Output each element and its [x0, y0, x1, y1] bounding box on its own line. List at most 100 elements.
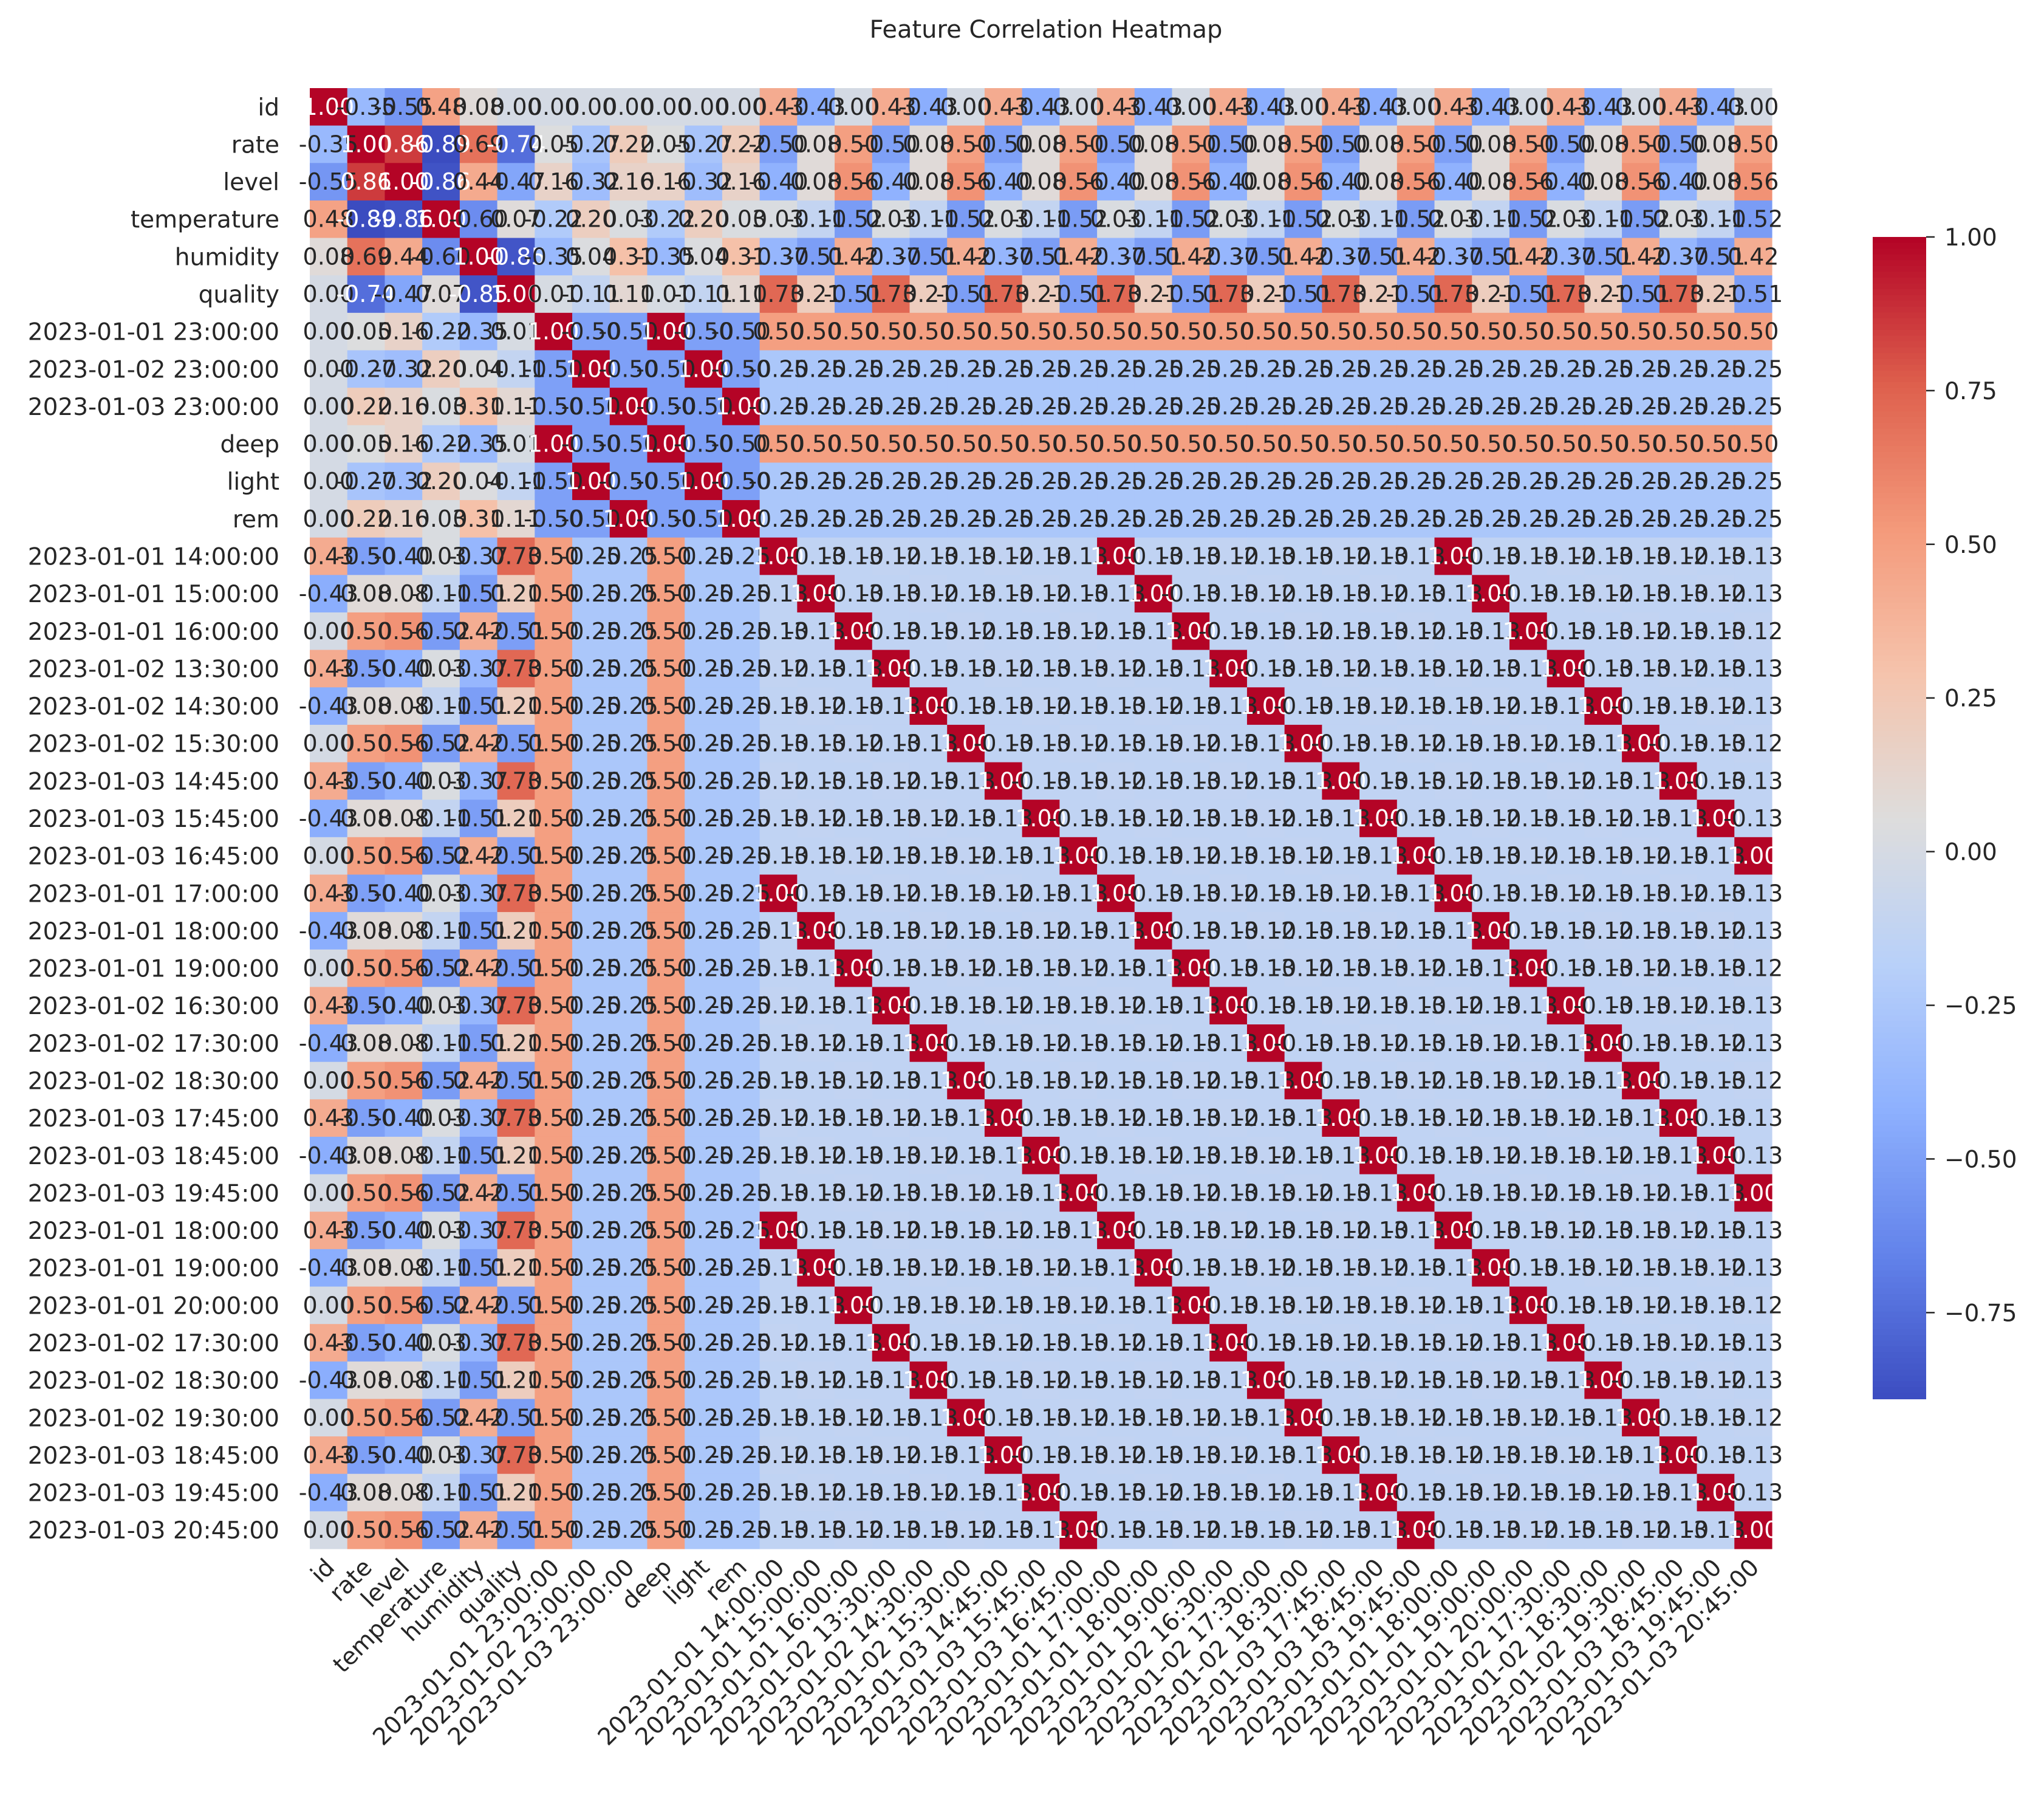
cell-value-label: -0.13	[1723, 1479, 1783, 1506]
y-tick-label: light	[227, 468, 279, 496]
colorbar-segment	[1873, 649, 1926, 656]
colorbar-segment	[1873, 289, 1926, 296]
heatmap-cell	[1059, 88, 1098, 126]
colorbar-segment	[1873, 1148, 1926, 1156]
colorbar-segment	[1873, 753, 1926, 761]
heatmap-cell	[1059, 350, 1098, 388]
heatmap-cell	[347, 388, 386, 426]
colorbar-segment	[1873, 451, 1926, 459]
colorbar-segment	[1873, 975, 1926, 981]
heatmap-cell	[1022, 350, 1060, 388]
heatmap-cell	[1396, 350, 1435, 388]
heatmap-cell	[797, 238, 835, 276]
colorbar-segment	[1873, 690, 1926, 697]
heatmap-cell	[647, 238, 685, 276]
colorbar-segment	[1873, 1340, 1926, 1347]
colorbar-segment	[1873, 939, 1926, 947]
heatmap-cell	[759, 350, 798, 388]
heatmap-cell	[1509, 462, 1548, 501]
heatmap-cell	[1172, 238, 1210, 276]
heatmap-cell	[1172, 200, 1210, 239]
heatmap-cell	[609, 163, 648, 201]
heatmap-cell	[1622, 425, 1660, 464]
heatmap-cell	[872, 388, 911, 426]
heatmap-cell	[535, 312, 573, 351]
colorbar-segment	[1873, 405, 1926, 412]
heatmap-cell	[797, 88, 835, 126]
heatmap-cell	[759, 500, 798, 538]
heatmap-cell	[1209, 350, 1248, 388]
colorbar-segment	[1873, 237, 1926, 244]
heatmap-cell	[722, 163, 761, 201]
heatmap-cell	[1697, 275, 1735, 314]
heatmap-cell	[647, 388, 685, 426]
heatmap-cell	[535, 350, 573, 388]
cell-value-label: -0.13	[1723, 767, 1783, 794]
heatmap-cell	[1622, 88, 1660, 126]
heatmap-cell	[1059, 462, 1098, 501]
heatmap-cell	[1396, 88, 1435, 126]
heatmap-cell	[984, 312, 1023, 351]
heatmap-cell	[647, 425, 685, 464]
heatmap-cell	[310, 350, 348, 388]
colorbar-segment	[1873, 446, 1926, 453]
colorbar-segment	[1873, 277, 1926, 284]
heatmap-cell	[647, 350, 685, 388]
heatmap-cell	[347, 425, 386, 464]
y-tick-label: 2023-01-03 18:45:00	[28, 1143, 279, 1170]
heatmap-cell	[1246, 200, 1285, 239]
colorbar-segment	[1873, 272, 1926, 278]
heatmap-cell	[347, 275, 386, 314]
heatmap-cell	[1209, 88, 1248, 126]
colorbar-segment	[1873, 1172, 1926, 1179]
heatmap-cell	[759, 462, 798, 501]
heatmap-cell	[1734, 125, 1772, 163]
heatmap-cell	[1622, 163, 1660, 201]
heatmap-cell	[872, 312, 911, 351]
heatmap-cell	[310, 312, 348, 351]
heatmap-cell	[1472, 462, 1510, 501]
cell-value-label: -0.12	[1723, 618, 1783, 645]
heatmap-cell	[1697, 163, 1735, 201]
heatmap-cell	[1622, 462, 1660, 501]
heatmap-cell	[1059, 388, 1098, 426]
heatmap-cell	[1509, 88, 1548, 126]
colorbar-segment	[1873, 469, 1926, 476]
colorbar-tick-label: 0.00	[1944, 839, 1997, 866]
heatmap-cell	[835, 462, 873, 501]
heatmap-cell	[909, 425, 948, 464]
heatmap-cell	[497, 312, 535, 351]
colorbar-segment	[1873, 1334, 1926, 1342]
heatmap-cell	[1509, 425, 1548, 464]
heatmap-cell	[1472, 350, 1510, 388]
heatmap-cell	[1359, 350, 1398, 388]
heatmap-cell	[1134, 88, 1173, 126]
heatmap-cell	[872, 163, 911, 201]
heatmap-cell	[1134, 312, 1173, 351]
colorbar-segment	[1873, 591, 1926, 598]
colorbar-segment	[1873, 434, 1926, 441]
heatmap-cell	[1284, 88, 1322, 126]
colorbar-segment	[1873, 882, 1926, 888]
heatmap-cell	[722, 500, 761, 538]
heatmap-cell	[909, 275, 948, 314]
heatmap-cell	[1697, 462, 1735, 501]
heatmap-cell	[797, 163, 835, 201]
heatmap-cell	[1584, 125, 1622, 163]
cell-value-label: 0.42	[1728, 243, 1779, 270]
colorbar-segment	[1873, 1032, 1926, 1040]
heatmap-cell	[1697, 388, 1735, 426]
colorbar-segment	[1873, 521, 1926, 528]
colorbar-segment	[1873, 1300, 1926, 1307]
heatmap-cell	[1359, 200, 1398, 239]
heatmap-cell	[685, 462, 723, 501]
heatmap-cell	[1472, 312, 1510, 351]
heatmap-cell	[797, 125, 835, 163]
heatmap-cell	[1209, 200, 1248, 239]
cell-value-label: -0.12	[1723, 1404, 1783, 1431]
colorbar-segment	[1873, 957, 1926, 964]
heatmap-cell	[497, 350, 535, 388]
heatmap-cell	[647, 125, 685, 163]
cell-value-label: -0.13	[1723, 1329, 1783, 1356]
heatmap-cell	[984, 388, 1023, 426]
